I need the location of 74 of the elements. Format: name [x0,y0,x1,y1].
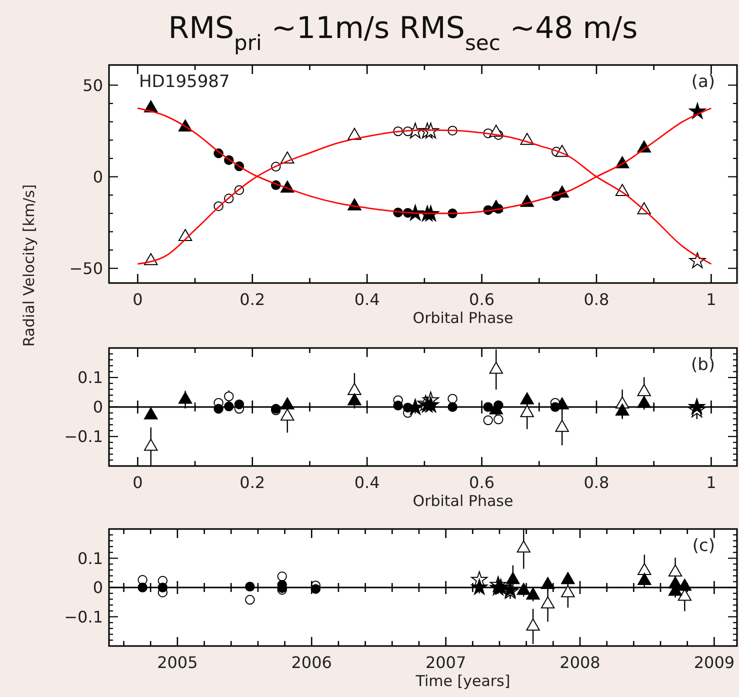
point [483,415,493,426]
point [402,402,413,412]
point [688,398,706,414]
point [483,402,493,412]
point [540,577,555,590]
x-axis-title: Time [years] [414,672,510,690]
point [393,400,403,410]
annotation: (c) [692,536,715,556]
point [540,596,555,608]
point [516,582,530,595]
x-tick-label: 0.8 [584,290,610,309]
point [245,594,255,605]
y-tick-label: 0 [92,398,103,417]
annotation: HD195987 [139,72,230,92]
point [448,402,458,412]
y-tick-label: 50 [82,76,103,95]
x-tick-label: 0.6 [469,290,495,309]
point [489,362,503,374]
point [506,572,520,584]
point [520,405,534,418]
y-tick-label: 0 [92,578,103,598]
y-tick-label: −50 [69,258,103,278]
y-tick-label: 0 [92,167,103,186]
y-tick-label: −0.1 [64,427,103,446]
x-tick-label: 0 [132,290,143,309]
point [310,584,321,594]
y-tick-label: 0.1 [78,368,103,388]
x-tick-label: 2006 [291,653,332,672]
x-tick-label: 1 [706,290,716,309]
x-tick-label: 2005 [157,653,198,672]
y-tick-label: 0.1 [78,548,103,568]
point [422,396,440,412]
point [637,384,651,396]
annotation: (a) [691,72,715,92]
annotation: (b) [690,355,715,375]
point [471,578,488,595]
x-tick-label: 0.8 [584,473,610,492]
point [224,402,234,412]
point [678,588,692,601]
point [280,408,294,421]
x-tick-label: 2008 [560,653,600,672]
point [448,394,458,404]
x-axis-title: Orbital Phase [412,492,514,510]
point [245,582,255,592]
x-tick-label: 2009 [694,653,735,672]
point [526,618,540,631]
point [178,392,192,404]
point [158,582,168,592]
point [348,382,362,395]
y-axis-title: Radial Velocity [km/s] [20,184,38,347]
x-tick-label: 0.2 [240,473,266,492]
chart-title: RMS$_{pri}$ ~11m/s RMS$_{sec}$ ~48 m/s [168,11,638,55]
x-tick-label: 0 [132,473,143,492]
point [494,414,504,424]
x-tick-label: 0.2 [240,290,266,309]
x-tick-label: 1 [706,473,716,492]
x-tick-label: 0.4 [354,290,380,309]
x-tick-label: 0.6 [469,473,495,492]
point [638,562,652,575]
point [277,572,287,582]
x-tick-label: 2007 [425,653,466,672]
point [224,392,234,402]
point [668,564,682,576]
point [214,404,224,414]
y-tick-label: −0.1 [64,607,103,626]
point [561,585,575,598]
point [234,399,244,410]
point [516,540,530,552]
point [138,582,148,592]
point [561,572,575,584]
point [526,588,540,600]
x-axis-title: Orbital Phase [412,309,514,327]
x-tick-label: 0.4 [354,473,380,492]
point [280,397,294,410]
